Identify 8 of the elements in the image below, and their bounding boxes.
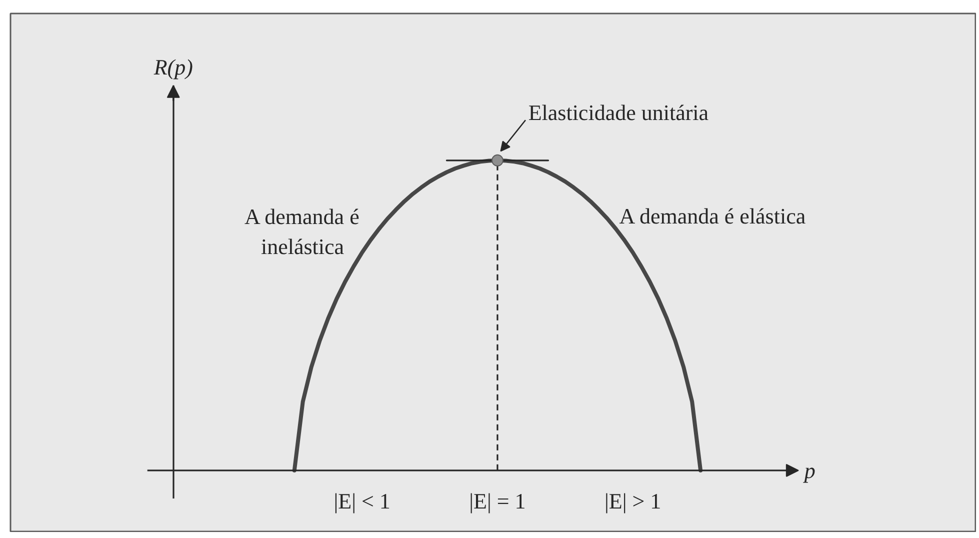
x-tick-label: |E| > 1 — [604, 488, 662, 514]
x-axis-title: p — [802, 458, 816, 483]
text: R(p) — [152, 54, 193, 80]
x-tick-label: |E| = 1 — [469, 488, 526, 514]
annotation: Elasticidade unitária — [528, 100, 709, 125]
annotation: A demanda é elástica — [619, 204, 806, 229]
annotation: A demanda é inelástica — [244, 204, 360, 260]
x-tick-label: |E| < 1 — [334, 488, 390, 514]
